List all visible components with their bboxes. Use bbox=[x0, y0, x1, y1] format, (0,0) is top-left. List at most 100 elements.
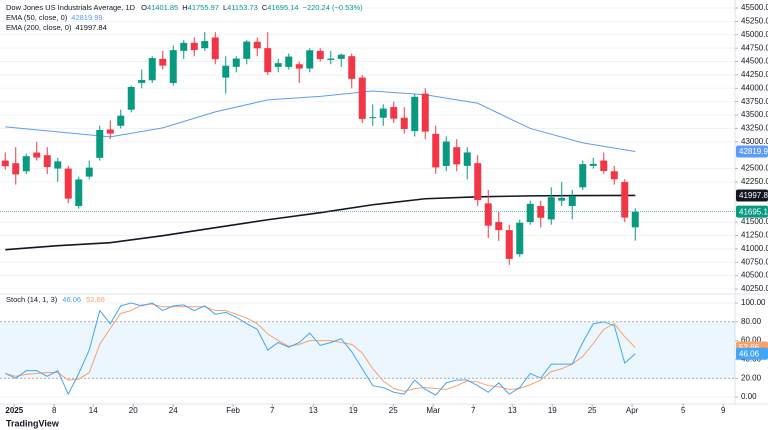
legend-title: Dow Jones US Industrials Average, 1D bbox=[6, 3, 136, 12]
candle-body bbox=[400, 117, 408, 129]
ohlc-value: 41153.73 bbox=[227, 3, 258, 12]
legend-title: Stoch (14, 1, 3) bbox=[6, 295, 58, 304]
candle-body bbox=[127, 86, 135, 110]
candle-body bbox=[610, 171, 618, 180]
x-tick-label: 7 bbox=[270, 406, 275, 415]
y-tick-label: 43500.00 bbox=[741, 110, 768, 119]
candle-body bbox=[495, 222, 503, 231]
legend-name: EMA (50, close, 0) bbox=[6, 13, 68, 22]
y-tick-label: 44750.00 bbox=[741, 43, 768, 52]
x-tick-label: 19 bbox=[349, 406, 358, 415]
candle-body bbox=[43, 155, 51, 168]
y-tick-label: 44250.00 bbox=[741, 70, 768, 79]
y-tick-label: 42500.00 bbox=[741, 164, 768, 173]
legend-stoch: Stoch (14, 1, 3) 46.06 52.66 bbox=[6, 295, 105, 304]
candle-body bbox=[211, 37, 219, 60]
candle-body bbox=[631, 211, 639, 228]
band bbox=[0, 321, 735, 379]
candle-body bbox=[358, 77, 366, 119]
ohlc-key: C bbox=[262, 3, 268, 12]
ohlc-key: H bbox=[182, 3, 187, 12]
candle-body bbox=[232, 58, 240, 67]
legend-value: 42819.99 bbox=[71, 13, 102, 22]
candle-body bbox=[22, 156, 30, 172]
y-tick-label: 42250.00 bbox=[741, 177, 768, 186]
x-tick-label: 25 bbox=[389, 406, 398, 415]
y-tick-label: 43000.00 bbox=[741, 137, 768, 146]
legend-name: EMA (200, close, 0) bbox=[6, 23, 72, 32]
candle-body bbox=[516, 222, 524, 255]
candle-body bbox=[547, 197, 555, 220]
ohlc-key: O bbox=[141, 3, 147, 12]
candle-body bbox=[327, 58, 335, 60]
candle-body bbox=[421, 93, 429, 132]
candle-body bbox=[337, 54, 345, 59]
ema-axis-label-box bbox=[736, 145, 768, 158]
candle-body bbox=[348, 56, 356, 79]
stoch-axis-label-box bbox=[736, 347, 768, 360]
ohlc-key: L bbox=[223, 3, 227, 12]
candle-body bbox=[285, 56, 293, 67]
ohlc-value: 41695.14 bbox=[267, 3, 298, 12]
y-tick-label: 44000.00 bbox=[741, 83, 768, 92]
last-price-label: 41695.14 bbox=[739, 207, 768, 216]
candle-body bbox=[243, 41, 251, 59]
legend-main: Dow Jones US Industrials Average, 1D O414… bbox=[6, 3, 363, 12]
change: −220.24 (−0.53%) bbox=[303, 3, 364, 12]
ohlc-value: 41401.85 bbox=[147, 3, 178, 12]
x-tick-label: 2025 bbox=[5, 406, 23, 415]
candle-body bbox=[33, 152, 41, 158]
x-tick-label: Feb bbox=[226, 406, 240, 415]
y-tick-label: 45000.00 bbox=[741, 30, 768, 39]
candle-body bbox=[201, 41, 209, 49]
candle-body bbox=[411, 96, 419, 132]
y-tick-label: 45500.00 bbox=[741, 3, 768, 12]
plot: 45500.00 45250.00 45000.00 44750.00 44500.00… bbox=[0, 3, 768, 415]
ohlc-value: 41755.97 bbox=[188, 3, 219, 12]
x-tick-label: 25 bbox=[588, 406, 597, 415]
y-tick-label: 60.00 bbox=[741, 336, 762, 345]
candle-body bbox=[12, 163, 20, 175]
x-tick-label: 8 bbox=[52, 406, 57, 415]
legend-value: 46.06 bbox=[62, 295, 81, 304]
candle-body bbox=[169, 50, 177, 83]
ema-axis-label: 42819.99 bbox=[739, 147, 768, 156]
y-tick-label: 41500.00 bbox=[741, 217, 768, 226]
candle-body bbox=[306, 50, 314, 69]
ema-axis-label: 41997.84 bbox=[739, 191, 768, 200]
candle-body bbox=[75, 179, 83, 207]
candle-body bbox=[484, 203, 492, 226]
candle-body bbox=[222, 65, 230, 78]
candle-body bbox=[600, 160, 608, 171]
y-tick-label: 0.00 bbox=[741, 392, 757, 401]
candle-body bbox=[148, 58, 156, 81]
y-tick-label: 41000.00 bbox=[741, 244, 768, 253]
legend-value: 52.66 bbox=[86, 295, 105, 304]
x-tick-label: 9 bbox=[721, 406, 726, 415]
stoch-axis-label: 52.66 bbox=[739, 343, 760, 352]
candle-body bbox=[579, 164, 587, 188]
x-tick-label: 13 bbox=[508, 406, 517, 415]
candle-body bbox=[190, 42, 198, 51]
candle-body bbox=[379, 108, 387, 118]
last-price-label-box bbox=[736, 205, 768, 218]
y-tick-label: 40750.00 bbox=[741, 257, 768, 266]
candle-body bbox=[54, 161, 62, 169]
x-tick-label: 20 bbox=[129, 406, 138, 415]
x-tick-label: 14 bbox=[89, 406, 98, 415]
candle-body bbox=[568, 196, 576, 207]
y-tick-label: 44500.00 bbox=[741, 57, 768, 66]
y-tick-label: 100.00 bbox=[741, 298, 766, 307]
ema-axis-label-box bbox=[736, 189, 768, 202]
y-tick-label: 20.00 bbox=[741, 373, 762, 382]
y-tick-label: 41250.00 bbox=[741, 231, 768, 240]
candle-body bbox=[316, 50, 324, 60]
candle-body bbox=[558, 197, 566, 201]
candle-body bbox=[106, 129, 114, 134]
candle-body bbox=[474, 163, 482, 201]
x-tick-label: 5 bbox=[681, 406, 686, 415]
candle-body bbox=[621, 181, 629, 218]
candle-body bbox=[85, 167, 93, 177]
